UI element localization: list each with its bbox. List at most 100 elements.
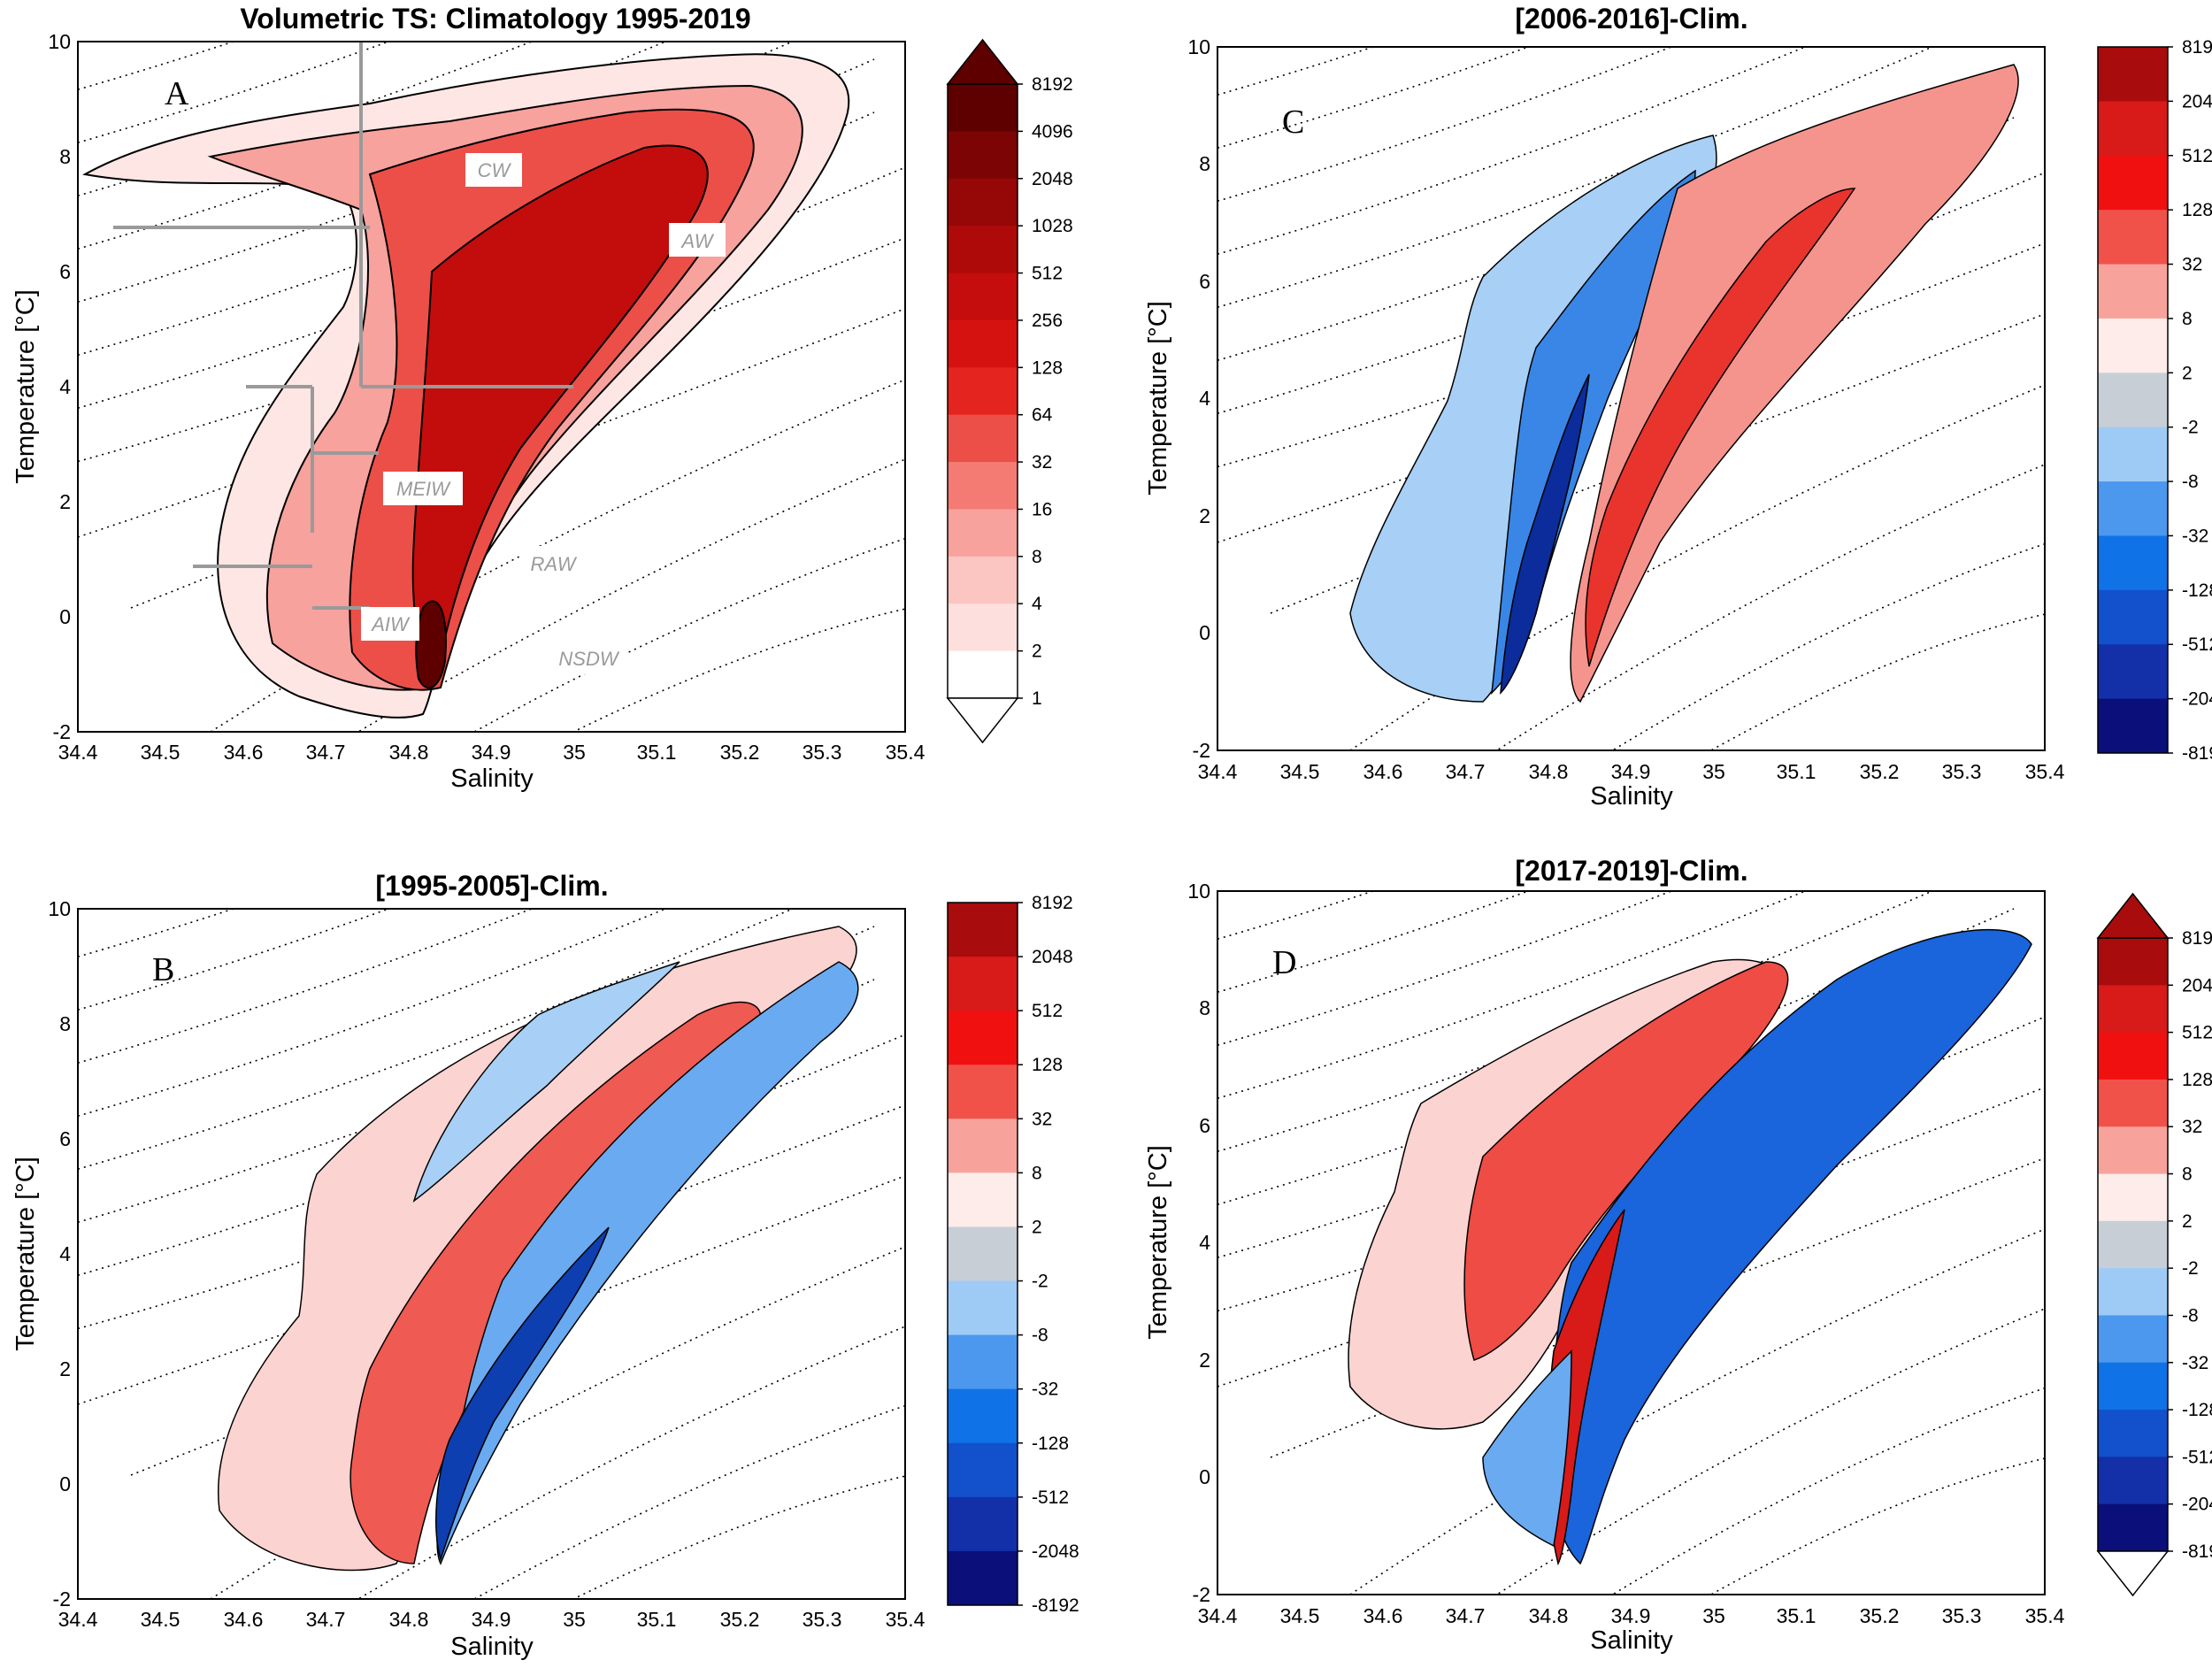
tick-label: 35 xyxy=(1702,760,1725,783)
tick-label: 0 xyxy=(1199,621,1210,644)
tick-label: 35.1 xyxy=(1777,1604,1816,1627)
panel-a-yticks: -2 0 2 4 6 8 10 xyxy=(48,30,71,743)
colorbar-label: -2 xyxy=(2182,1258,2199,1279)
colorbar-label: 2 xyxy=(1032,1217,1042,1237)
panel-a-watermass-boundaries xyxy=(113,42,573,610)
colorbar-swatch xyxy=(948,1442,1018,1498)
tick-label: 4 xyxy=(59,1242,71,1265)
tick-label: 2 xyxy=(1199,1349,1210,1372)
tick-label: 35.3 xyxy=(1942,760,1982,783)
colorbar-swatch xyxy=(2098,698,2168,754)
colorbar-swatch xyxy=(2098,373,2168,428)
panel-c-anomaly-field xyxy=(1349,64,2019,703)
colorbar-label: -8 xyxy=(2182,472,2199,492)
watermass-nsdw: NSDW xyxy=(558,648,619,670)
colorbar-label: -8192 xyxy=(2182,1541,2212,1562)
colorbar-swatch xyxy=(2098,1362,2168,1410)
panel-a-ylabel: Temperature [°C] xyxy=(12,289,40,484)
colorbar-swatch xyxy=(2098,644,2168,700)
tick-label: 10 xyxy=(48,897,71,920)
tick-label: -2 xyxy=(53,1587,71,1610)
tick-label: 35.3 xyxy=(1942,1604,1982,1627)
tick-label: -2 xyxy=(1193,1583,1210,1606)
panel-a-colorbar: 8192 4096 2048 1028 512 256 128 64 32 16 8 4 2 1 xyxy=(946,38,1073,744)
tick-label: 35.4 xyxy=(2025,760,2065,783)
panel-d-anomaly-field xyxy=(1348,928,2032,1566)
panel-d-frame xyxy=(1217,890,2046,1595)
tick-label: 35 xyxy=(563,1608,586,1631)
colorbar-label: 2 xyxy=(2182,1211,2193,1232)
tick-label: 34.8 xyxy=(389,1608,429,1631)
colorbar-swatch xyxy=(2098,535,2168,591)
colorbar-extend-top xyxy=(946,38,1019,85)
colorbar-extend-bottom xyxy=(946,697,1019,744)
colorbar-label: -128 xyxy=(2182,1400,2212,1420)
tick-label: 35.4 xyxy=(886,741,926,764)
panel-c-xticks: 34.4 34.5 34.6 34.7 34.8 34.9 35 35.1 35… xyxy=(1198,760,2065,783)
panel-d-yticks: -2 0 2 4 6 8 10 xyxy=(1187,880,1210,1606)
colorbar-label: -2048 xyxy=(2182,689,2212,710)
panel-b-yticks: -2 0 2 4 6 8 10 xyxy=(48,897,71,1610)
tick-label: 34.6 xyxy=(1363,760,1403,783)
panel-c-yticks: -2 0 2 4 6 8 10 xyxy=(1187,35,1210,762)
colorbar-label: 512 xyxy=(1032,1001,1063,1021)
tick-label: 8 xyxy=(1199,152,1210,175)
colorbar-swatch xyxy=(948,556,1018,604)
panel-c-xlabel: Salinity xyxy=(1590,782,1673,811)
panel-b-title: [1995-2005]-Clim. xyxy=(375,870,608,902)
tick-label: 34.7 xyxy=(1446,760,1486,783)
colorbar-swatch xyxy=(948,178,1018,227)
colorbar-label: 1028 xyxy=(1032,216,1073,236)
colorbar-swatch xyxy=(2098,589,2168,645)
colorbar-swatch xyxy=(948,957,1018,1011)
tick-label: 34.5 xyxy=(1280,1604,1320,1627)
colorbar-swatch xyxy=(2098,481,2168,536)
tick-label: -2 xyxy=(1193,739,1210,762)
colorbar-label: -128 xyxy=(2182,580,2212,601)
tick-label: 34.5 xyxy=(141,741,180,764)
colorbar-label: -32 xyxy=(1032,1380,1058,1400)
tick-label: 8 xyxy=(1199,996,1210,1019)
colorbar-swatch xyxy=(948,903,1018,957)
colorbar-swatch xyxy=(948,1226,1018,1282)
panel-d-colorbar: 8192 2048 512 128 32 8 2 -2 -8 -32 -128 -512 -2048 -8… xyxy=(2096,892,2212,1597)
colorbar-swatch xyxy=(948,1334,1018,1390)
colorbar-label: 2048 xyxy=(2182,975,2212,995)
colorbar-label: 64 xyxy=(1032,405,1053,426)
tick-label: 35.3 xyxy=(803,741,842,764)
panel-a-water-masses: CW AW MEIW RAW AIW NSDW xyxy=(361,153,726,674)
tick-label: 35 xyxy=(1702,1604,1725,1627)
colorbar-swatch xyxy=(948,509,1018,557)
colorbar-swatch xyxy=(948,462,1018,510)
panel-b-ylabel: Temperature [°C] xyxy=(12,1157,40,1351)
tick-label: 34.4 xyxy=(58,741,98,764)
watermass-aw: AW xyxy=(680,230,714,252)
colorbar-swatch xyxy=(948,131,1018,180)
colorbar-label: 512 xyxy=(2182,1023,2212,1043)
panel-b-anomaly-field xyxy=(218,926,859,1572)
colorbar-label: -512 xyxy=(1032,1487,1069,1508)
panel-b-xlabel: Salinity xyxy=(450,1633,534,1661)
tick-label: 35.1 xyxy=(637,741,677,764)
colorbar-swatch xyxy=(2098,1079,2168,1127)
colorbar-label: 32 xyxy=(2182,255,2202,275)
colorbar-swatch xyxy=(948,319,1018,368)
colorbar-swatch xyxy=(2098,210,2168,265)
colorbar-label: 2 xyxy=(1032,642,1042,662)
tick-label: 34.4 xyxy=(1198,760,1238,783)
colorbar-swatch xyxy=(948,273,1018,321)
panel-d-xlabel: Salinity xyxy=(1590,1626,1673,1655)
panel-a-frame xyxy=(77,41,906,733)
tick-label: 2 xyxy=(1199,504,1210,527)
colorbar-label: 2 xyxy=(2182,363,2193,383)
colorbar-swatch xyxy=(2098,1315,2168,1364)
watermass-cw: CW xyxy=(478,159,512,181)
panel-b-frame xyxy=(77,908,906,1600)
tick-label: 10 xyxy=(48,30,71,53)
watermass-aiw: AIW xyxy=(370,613,411,635)
tick-label: 34.9 xyxy=(472,1608,511,1631)
tick-label: 34.6 xyxy=(1363,1604,1403,1627)
colorbar-label: 32 xyxy=(1032,1109,1052,1129)
colorbar-swatch xyxy=(2098,1503,2168,1552)
